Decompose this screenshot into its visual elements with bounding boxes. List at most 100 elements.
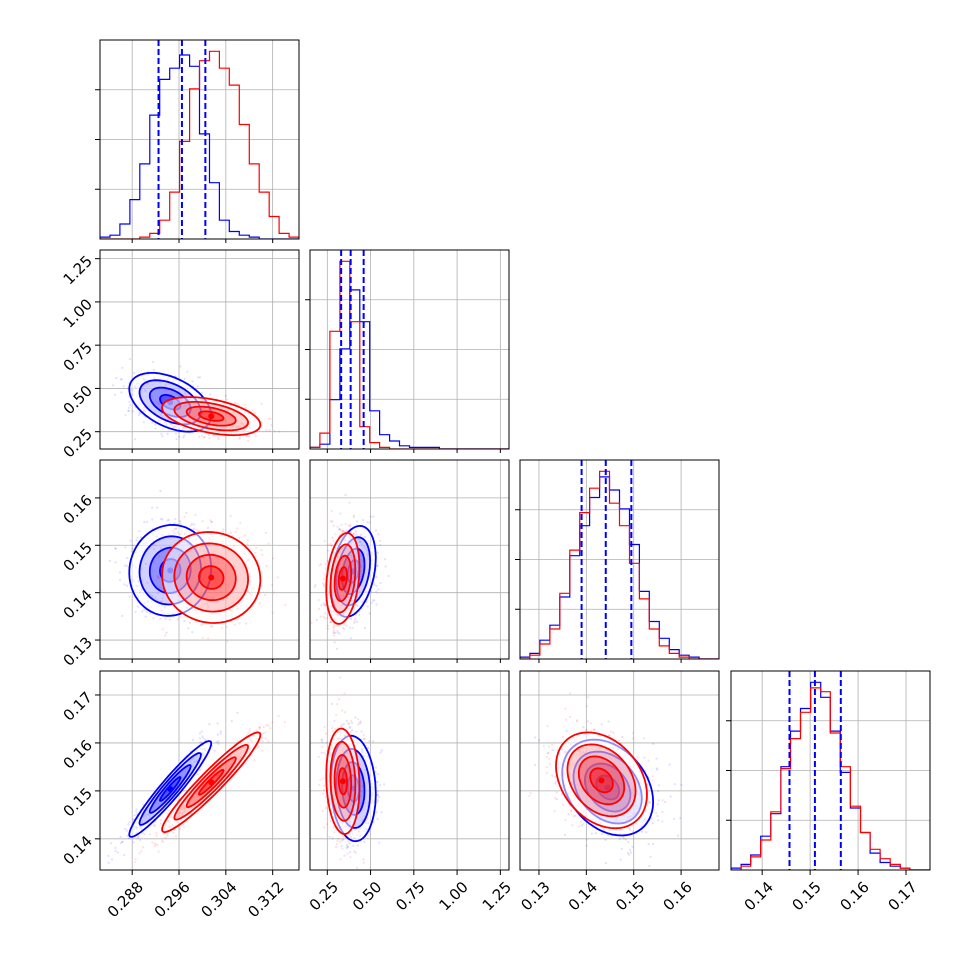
scatter-point — [176, 531, 180, 534]
scatter-point — [622, 836, 625, 839]
scatter-point — [196, 385, 199, 388]
scatter-point — [643, 756, 646, 759]
scatter-point — [156, 844, 159, 847]
scatter-point — [356, 604, 359, 607]
scatter-point — [354, 851, 358, 854]
contours-red — [325, 532, 361, 625]
scatter-point — [247, 439, 250, 442]
scatter-point — [152, 561, 155, 564]
scatter-point — [555, 791, 558, 794]
scatter-point — [629, 848, 632, 852]
scatter-point — [161, 590, 164, 593]
scatter-point — [156, 575, 159, 578]
panel-0-0 — [95, 39, 300, 240]
scatter-point — [248, 728, 251, 731]
scatter-point — [657, 799, 660, 802]
scatter-point — [111, 384, 115, 387]
scatter-point — [317, 755, 320, 758]
scatter-point — [348, 501, 351, 504]
scatter-point — [649, 855, 652, 858]
scatter-point — [349, 855, 352, 859]
scatter-point — [542, 744, 545, 748]
scatter-point — [142, 409, 145, 412]
scatter-point — [355, 866, 359, 869]
scatter-point — [362, 861, 365, 864]
scatter-point — [199, 741, 202, 744]
scatter-point — [319, 563, 322, 566]
scatter-point — [655, 811, 658, 815]
scatter-point — [376, 793, 379, 796]
scatter-point — [656, 814, 659, 818]
scatter-point — [656, 803, 659, 806]
scatter-point — [157, 403, 160, 406]
scatter-point — [323, 578, 326, 581]
scatter-point — [195, 528, 198, 531]
scatter-point — [238, 437, 241, 440]
scatter-point — [150, 575, 153, 578]
scatter-point — [225, 398, 228, 401]
scatter-point — [158, 571, 161, 574]
scatter-point — [600, 723, 603, 726]
scatter-point — [533, 736, 537, 739]
scatter-point — [342, 626, 345, 629]
scatter-point — [167, 809, 170, 812]
scatter-point — [114, 846, 117, 850]
scatter-point — [238, 436, 242, 439]
scatter-point — [217, 436, 220, 439]
scatter-point — [343, 854, 346, 857]
scatter-point — [154, 843, 157, 846]
scatter-point — [255, 729, 258, 732]
scatter-point — [145, 610, 148, 614]
scatter-point — [257, 746, 260, 749]
scatter-point — [378, 841, 381, 844]
scatter-point — [175, 438, 178, 441]
scatter-point — [334, 533, 337, 536]
scatter-point — [191, 738, 195, 742]
panel-frame — [99, 459, 300, 660]
scatter-point — [202, 737, 205, 740]
scatter-point — [154, 400, 157, 403]
scatter-point — [137, 413, 141, 416]
contour-line — [128, 740, 213, 838]
scatter-point — [153, 825, 156, 828]
scatter-point — [355, 730, 358, 733]
scatter-point — [261, 740, 264, 743]
scatter-point — [547, 751, 550, 755]
scatter-point — [207, 637, 210, 640]
scatter-point — [128, 400, 131, 403]
scatter-point — [322, 582, 325, 585]
scatter-point — [551, 748, 554, 752]
scatter-point — [170, 395, 173, 398]
x-tick-label: 0.50 — [349, 878, 385, 914]
scatter-point — [343, 530, 346, 533]
scatter-point — [627, 840, 630, 844]
x-tick-label: 0.14 — [741, 878, 777, 914]
panel-3-0 — [99, 670, 300, 871]
scatter-point — [238, 622, 241, 625]
scatter-point — [185, 511, 188, 514]
scatter-point — [128, 358, 131, 361]
scatter-point — [336, 629, 339, 633]
scatter-point — [161, 839, 164, 842]
scatter-point — [387, 574, 390, 578]
y-tick-label: 0.13 — [60, 633, 96, 669]
scatter-point — [247, 435, 251, 438]
scatter-point — [253, 412, 256, 415]
scatter-point — [331, 837, 334, 840]
y-tick-label: 0.14 — [60, 832, 96, 868]
scatter-point — [120, 378, 123, 381]
scatter-point — [341, 847, 344, 850]
scatter-point — [379, 751, 382, 754]
scatter-point — [134, 858, 137, 861]
scatter-point — [246, 732, 249, 735]
scatter-point — [383, 558, 386, 561]
scatter-point — [127, 823, 130, 826]
scatter-point — [336, 525, 339, 528]
scatter-point — [133, 371, 136, 375]
contour-line — [197, 565, 225, 590]
scatter-point — [351, 729, 354, 732]
x-tick-label: 0.13 — [517, 878, 553, 914]
scatter-point — [349, 617, 353, 621]
scatter-point — [339, 676, 342, 679]
